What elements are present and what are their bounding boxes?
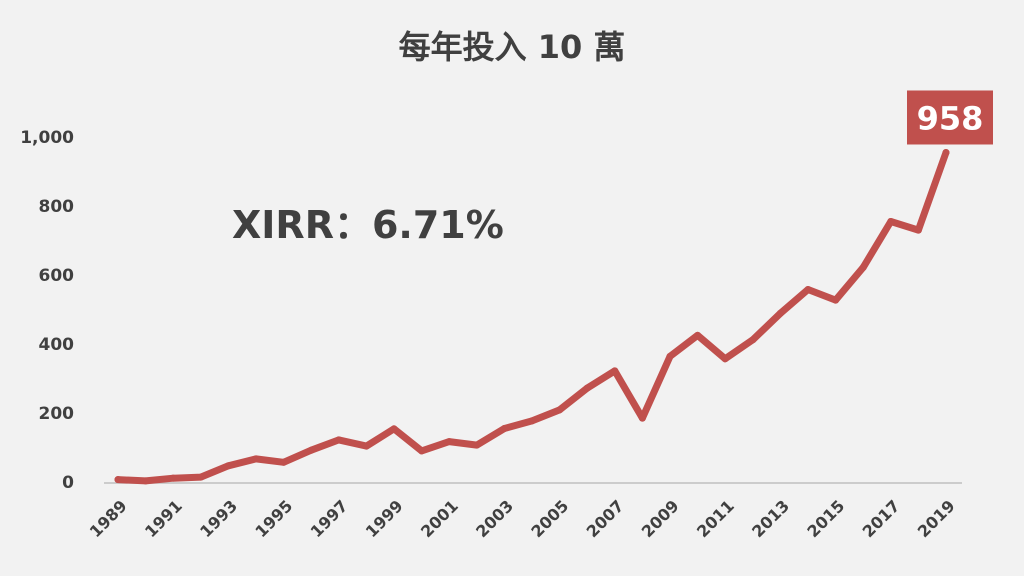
data-point: [914, 226, 922, 234]
x-tick-label: 1989: [86, 496, 131, 541]
x-tick-label: 2017: [859, 496, 904, 541]
data-point: [832, 296, 840, 304]
data-point: [500, 424, 508, 432]
x-tick-label: 1997: [307, 496, 352, 541]
x-tick-label: 1993: [196, 496, 241, 541]
data-point: [694, 331, 702, 339]
data-point: [114, 476, 122, 484]
x-tick-label: 2019: [914, 496, 959, 541]
y-tick-label: 800: [39, 197, 75, 217]
data-point: [942, 148, 950, 156]
x-tick-label: 2011: [693, 496, 738, 541]
y-tick-label: 200: [39, 404, 75, 424]
data-point: [280, 458, 288, 466]
data-point: [252, 455, 260, 463]
data-point: [556, 406, 564, 414]
data-point: [583, 384, 591, 392]
data-point: [335, 436, 343, 444]
series-layer: [114, 148, 950, 485]
y-tick-label: 600: [39, 266, 75, 286]
data-point: [749, 336, 757, 344]
data-point: [721, 355, 729, 363]
y-tick-label: 400: [39, 335, 75, 355]
y-tick-label: 1,000: [20, 128, 74, 148]
data-point: [197, 473, 205, 481]
data-point: [390, 425, 398, 433]
x-tick-label: 2001: [417, 496, 462, 541]
data-point: [528, 417, 536, 425]
callout-group: 958: [907, 90, 993, 145]
x-tick-label: 2007: [583, 496, 628, 541]
data-point: [666, 352, 674, 360]
data-point: [859, 263, 867, 271]
data-point: [362, 442, 370, 450]
callout-label: 958: [917, 99, 984, 137]
series-line: [114, 149, 950, 485]
data-point: [887, 217, 895, 225]
x-axis-ticks: 1989 1991 1993 1995 1997 1999 2001 2003 2005 2007…: [86, 496, 959, 541]
data-point: [224, 462, 232, 470]
x-tick-label: 1995: [251, 496, 296, 541]
y-axis-ticks: 0 200 400 600 800 1,000: [20, 128, 74, 493]
x-tick-label: 2009: [638, 496, 683, 541]
x-tick-label: 2015: [803, 496, 848, 541]
data-point: [638, 414, 646, 422]
data-point: [611, 367, 619, 375]
xirr-annotation: XIRR：6.71%: [232, 203, 504, 247]
x-tick-label: 1999: [362, 496, 407, 541]
x-tick-label: 1991: [141, 496, 186, 541]
data-point: [169, 474, 177, 482]
x-tick-label: 2005: [527, 496, 572, 541]
x-tick-label: 2003: [472, 496, 517, 541]
callout-box: [907, 90, 993, 145]
x-tick-label: 2013: [748, 496, 793, 541]
data-point: [307, 446, 315, 454]
y-tick-label: 0: [62, 473, 74, 493]
data-point: [445, 438, 453, 446]
data-point: [804, 285, 812, 293]
data-point: [473, 441, 481, 449]
data-point: [142, 477, 150, 485]
data-point: [776, 309, 784, 317]
chart-title: 每年投入 10 萬: [399, 28, 626, 66]
data-point: [418, 447, 426, 455]
